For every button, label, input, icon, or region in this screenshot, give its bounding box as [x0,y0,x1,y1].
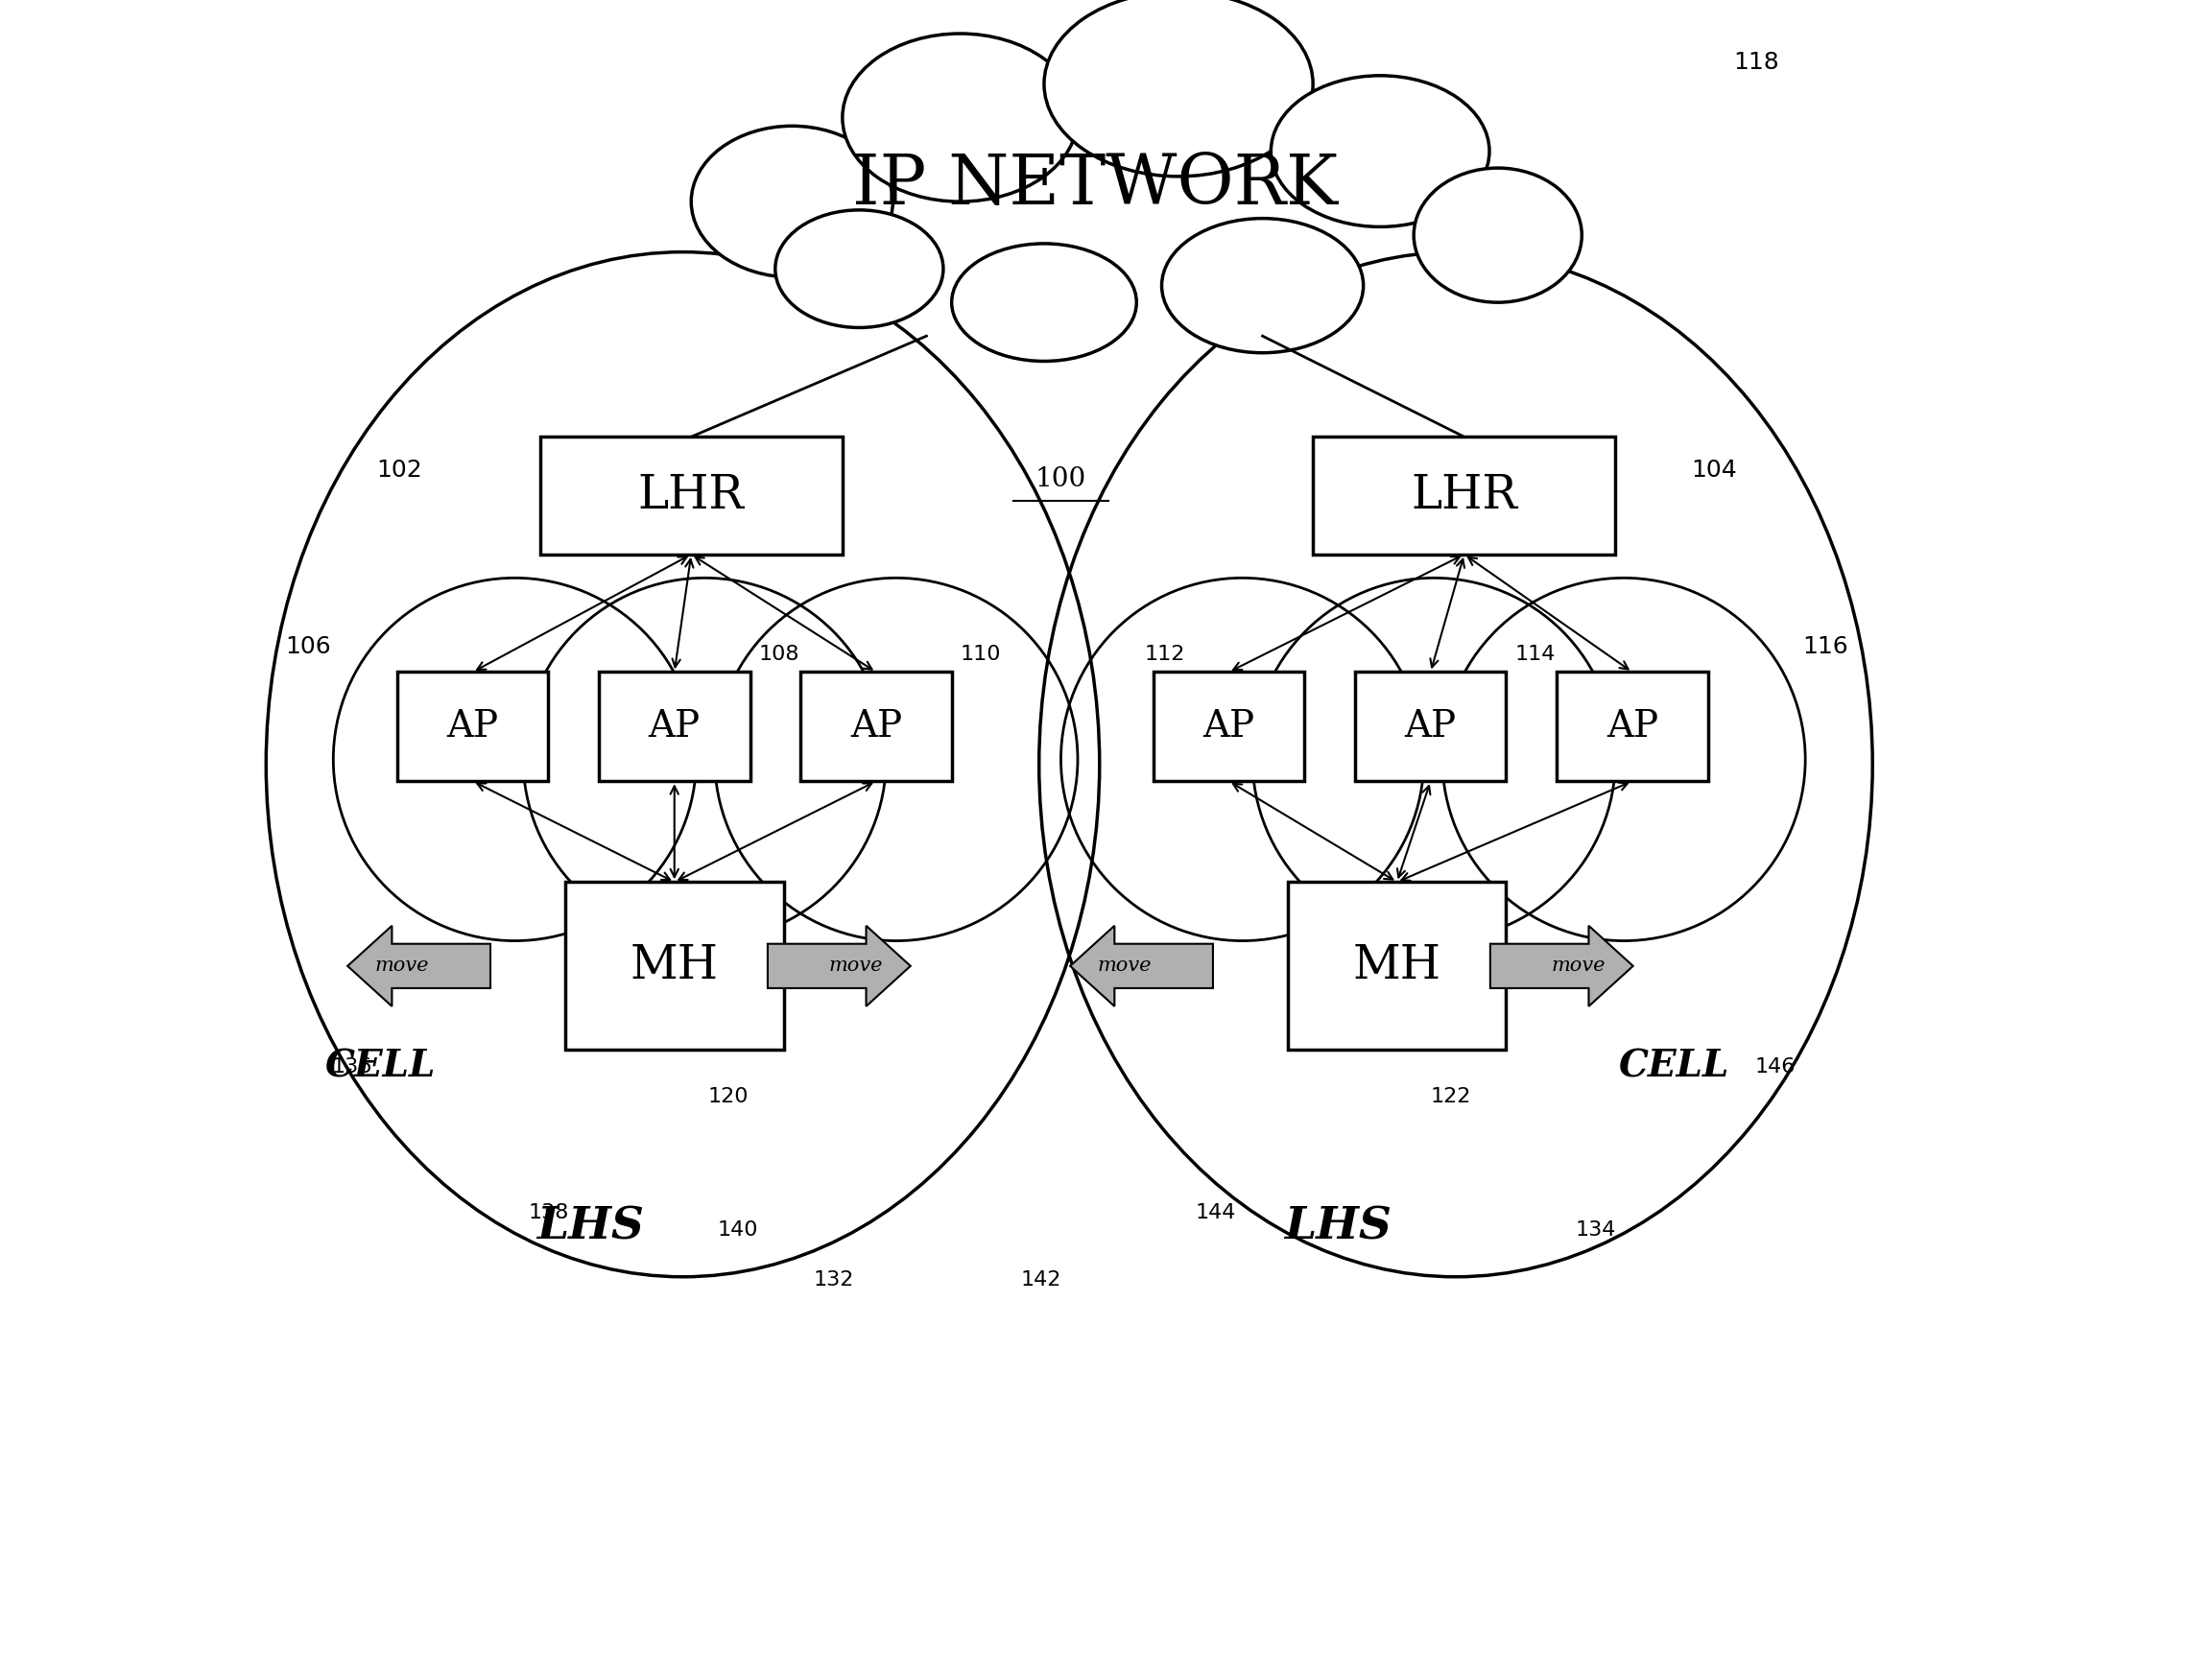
Text: 100: 100 [1035,465,1086,492]
Text: 138: 138 [528,1203,569,1223]
Text: move: move [1552,958,1605,974]
Text: LHS: LHS [1285,1205,1392,1248]
Ellipse shape [1272,76,1489,227]
Ellipse shape [952,244,1136,361]
Text: 114: 114 [1515,645,1554,664]
Text: AP: AP [1405,709,1456,744]
Text: CELL: CELL [324,1048,436,1085]
Text: 142: 142 [1020,1270,1062,1290]
Ellipse shape [775,210,943,328]
Ellipse shape [692,126,893,277]
Text: LHR: LHR [1412,474,1517,517]
Text: CELL: CELL [1620,1048,1729,1085]
Text: IP NETWORK: IP NETWORK [852,151,1337,218]
Text: 110: 110 [961,645,1000,664]
Text: 122: 122 [1432,1087,1471,1105]
Text: LHS: LHS [536,1205,644,1248]
Text: 108: 108 [757,645,799,664]
Text: MH: MH [1353,944,1440,988]
FancyBboxPatch shape [1556,672,1707,781]
Text: 102: 102 [377,459,422,482]
Text: AP: AP [1607,709,1659,744]
Text: 146: 146 [1756,1057,1795,1077]
Text: move: move [1097,958,1151,974]
Text: move: move [830,958,882,974]
Ellipse shape [843,34,1077,202]
Polygon shape [1491,926,1633,1006]
Ellipse shape [1414,168,1583,302]
FancyBboxPatch shape [565,882,784,1050]
Ellipse shape [1162,218,1364,353]
Text: 116: 116 [1802,635,1848,659]
FancyBboxPatch shape [1287,882,1506,1050]
Polygon shape [768,926,911,1006]
Text: AP: AP [447,709,499,744]
Text: 140: 140 [718,1220,760,1240]
FancyBboxPatch shape [396,672,549,781]
Polygon shape [1070,926,1213,1006]
Ellipse shape [1044,0,1313,176]
FancyBboxPatch shape [600,672,751,781]
FancyBboxPatch shape [1355,672,1506,781]
Text: 118: 118 [1734,50,1780,74]
FancyBboxPatch shape [801,672,952,781]
Text: 134: 134 [1574,1220,1615,1240]
Polygon shape [348,926,490,1006]
Text: AP: AP [1204,709,1254,744]
Text: 132: 132 [814,1270,854,1290]
FancyBboxPatch shape [1313,437,1615,554]
Text: 112: 112 [1145,645,1186,664]
Text: 144: 144 [1195,1203,1237,1223]
Text: MH: MH [630,944,718,988]
Text: 120: 120 [707,1087,749,1105]
Text: AP: AP [849,709,902,744]
Text: LHR: LHR [637,474,744,517]
Text: 136: 136 [331,1057,372,1077]
FancyBboxPatch shape [1154,672,1305,781]
Text: AP: AP [648,709,700,744]
Text: 106: 106 [285,635,331,659]
FancyBboxPatch shape [541,437,843,554]
Text: 104: 104 [1692,459,1736,482]
Text: move: move [374,958,429,974]
